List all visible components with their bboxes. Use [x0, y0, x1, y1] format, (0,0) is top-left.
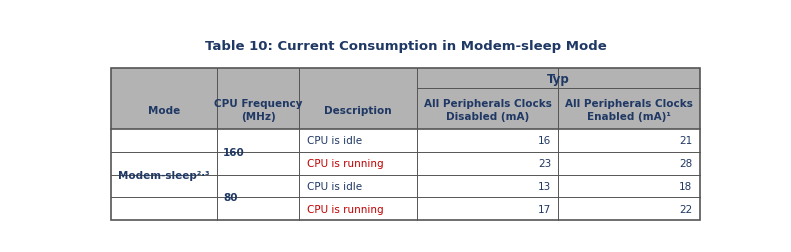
Bar	[111, 175, 699, 198]
Text: Typ: Typ	[547, 73, 570, 86]
Text: 160: 160	[223, 147, 245, 157]
Text: 17: 17	[538, 204, 551, 214]
Text: 18: 18	[679, 181, 692, 191]
Text: 22: 22	[679, 204, 692, 214]
Text: 80: 80	[223, 193, 238, 203]
Text: 16: 16	[538, 136, 551, 146]
Text: 13: 13	[538, 181, 551, 191]
Text: CPU is running: CPU is running	[307, 159, 384, 169]
Bar	[111, 69, 699, 220]
Text: Table 10: Current Consumption in Modem-sleep Mode: Table 10: Current Consumption in Modem-s…	[205, 40, 606, 53]
Text: CPU is running: CPU is running	[307, 204, 384, 214]
Text: 28: 28	[679, 159, 692, 169]
Text: Mode: Mode	[148, 105, 180, 115]
Bar	[111, 130, 699, 152]
Text: CPU is idle: CPU is idle	[307, 181, 362, 191]
Text: Description: Description	[324, 105, 392, 115]
Text: CPU Frequency
(MHz): CPU Frequency (MHz)	[214, 99, 302, 121]
Text: CPU is idle: CPU is idle	[307, 136, 362, 146]
Text: All Peripherals Clocks
Disabled (mA): All Peripherals Clocks Disabled (mA)	[424, 99, 551, 121]
Text: Modem-sleep²‧³: Modem-sleep²‧³	[119, 170, 210, 180]
Text: 23: 23	[538, 159, 551, 169]
Text: 21: 21	[679, 136, 692, 146]
Text: All Peripherals Clocks
Enabled (mA)¹: All Peripherals Clocks Enabled (mA)¹	[565, 99, 693, 121]
Bar	[111, 69, 699, 130]
Bar	[111, 198, 699, 220]
Bar	[111, 152, 699, 175]
